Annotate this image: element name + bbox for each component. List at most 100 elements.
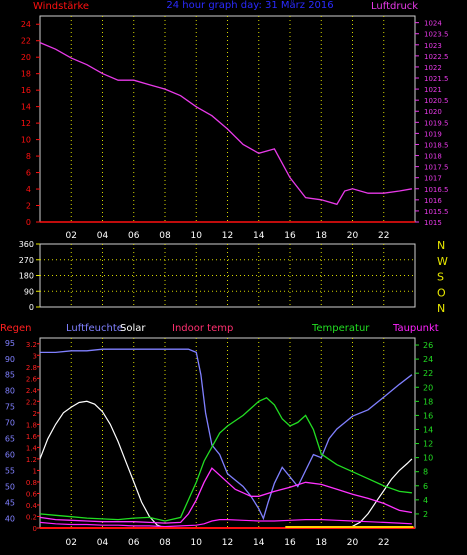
wind-tick-label: 20 <box>21 53 31 62</box>
bottom-panel-x-tick: 16 <box>284 538 296 548</box>
rain-tick-label: 3.2 <box>26 341 37 349</box>
pressure-panel-x-tick: 18 <box>316 231 328 241</box>
temperature-tick-label: 22 <box>423 369 433 378</box>
pressure-tick-label: 1023.5 <box>424 31 449 39</box>
pressure-panel-x-tick: 12 <box>222 231 233 241</box>
humidity-tick-label: 80 <box>5 387 15 396</box>
chart-title: 24 hour graph day: 31 März 2016 <box>166 0 333 11</box>
pressure-tick-label: 1022.5 <box>424 53 449 61</box>
pressure-tick-label: 1018 <box>424 153 442 161</box>
pressure-axis-title: Luftdruck <box>371 1 418 12</box>
pressure-tick-label: 1017 <box>424 175 442 183</box>
rain-tick-label: 1.8 <box>26 421 37 429</box>
wind-tick-label: 12 <box>21 119 31 128</box>
bottom-panel-x-tick: 14 <box>253 538 265 548</box>
legend-rain: Regen <box>0 323 32 334</box>
pressure-tick-label: 1024 <box>424 20 442 28</box>
rain-tick-label: 0.8 <box>26 479 37 487</box>
bottom-panel-x-tick: 10 <box>191 538 203 548</box>
wind-tick-label: 0 <box>26 218 31 227</box>
pressure-panel-x-tick: 14 <box>253 231 265 241</box>
temperature-tick-label: 20 <box>423 383 433 392</box>
temperature-tick-label: 14 <box>423 425 433 434</box>
bottom-panel-x-tick: 20 <box>347 538 359 548</box>
humidity-tick-label: 40 <box>5 514 15 523</box>
rain-tick-label: 0 <box>33 525 37 533</box>
humidity-tick-label: 55 <box>5 467 15 476</box>
direction-compass-label: N <box>437 302 445 315</box>
rain-tick-label: 1.2 <box>26 456 37 464</box>
temperature-tick-label: 6 <box>423 482 428 491</box>
temperature-tick-label: 26 <box>423 341 433 350</box>
humidity-temperature-panel: 02 04 06 08 10 12 14 16 18 20 2200.20.40.60.811.21… <box>5 337 433 548</box>
temperature-tick-label: 16 <box>423 411 433 420</box>
humidity-tick-label: 45 <box>5 498 15 507</box>
legend-temperature: Temperatur <box>311 323 370 334</box>
wind-tick-label: 14 <box>21 103 31 112</box>
rain-tick-label: 1 <box>33 467 37 475</box>
pressure-panel-x-tick: 04 <box>97 231 109 241</box>
direction-tick-label: 360 <box>19 240 34 249</box>
temperature-tick-label: 18 <box>423 397 433 406</box>
direction-tick-label: 90 <box>24 287 34 296</box>
humidity-tick-label: 50 <box>5 482 15 491</box>
pressure-panel-x-tick: 02 <box>66 231 77 241</box>
pressure-tick-label: 1021.5 <box>424 75 449 83</box>
indoor-temp-line <box>39 467 413 524</box>
legend-indoor-temp: Indoor temp <box>172 323 233 334</box>
humidity-tick-label: 70 <box>5 419 15 428</box>
bottom-panel-x-tick: 08 <box>159 538 171 548</box>
rain-tick-label: 2.6 <box>26 375 38 383</box>
solar-line <box>39 400 413 529</box>
pressure-tick-label: 1017.5 <box>424 164 449 172</box>
pressure-tick-label: 1019 <box>424 130 442 138</box>
rain-tick-label: 2.8 <box>26 364 37 372</box>
rain-tick-label: 0.2 <box>26 513 37 521</box>
bottom-panel-x-tick: 02 <box>66 538 77 548</box>
humidity-tick-label: 95 <box>5 339 15 348</box>
temperature-tick-label: 8 <box>423 468 428 477</box>
pressure-panel-x-tick: 10 <box>191 231 203 241</box>
temperature-tick-label: 12 <box>423 440 433 449</box>
direction-tick-label: 180 <box>19 272 34 281</box>
humidity-tick-label: 65 <box>5 435 15 444</box>
temperature-line <box>39 397 412 522</box>
humidity-line <box>40 348 413 521</box>
pressure-panel-x-tick: 20 <box>347 231 359 241</box>
rain-tick-label: 1.4 <box>26 444 38 452</box>
pressure-tick-label: 1015.5 <box>424 208 449 216</box>
pressure-panel-x-tick: 16 <box>284 231 296 241</box>
pressure-tick-label: 1020 <box>424 108 442 116</box>
wind-tick-label: 10 <box>21 136 31 145</box>
direction-compass-label: O <box>437 286 446 299</box>
wind-axis-title: Windstärke <box>33 1 89 12</box>
humidity-tick-label: 60 <box>5 451 15 460</box>
bottom-panel-x-tick: 06 <box>128 538 140 548</box>
direction-compass-label: N <box>437 239 445 252</box>
wind-tick-label: 8 <box>26 152 31 161</box>
pressure-tick-label: 1016.5 <box>424 186 449 194</box>
pressure-panel: 02 04 06 08 10 12 14 16 18 20 22024681012141618202… <box>21 15 449 241</box>
pressure-tick-label: 1016 <box>424 197 442 205</box>
direction-compass-label: S <box>437 271 444 284</box>
pressure-tick-label: 1015 <box>424 219 442 227</box>
pressure-tick-label: 1023 <box>424 42 442 50</box>
legend-solar: Solar <box>120 323 146 334</box>
temperature-tick-label: 24 <box>423 355 433 364</box>
direction-tick-label: 270 <box>19 256 34 265</box>
rain-tick-label: 2.4 <box>26 387 38 395</box>
wind-tick-label: 16 <box>21 86 31 95</box>
wind-tick-label: 2 <box>26 202 31 211</box>
rain-tick-label: 0.4 <box>26 502 38 510</box>
humidity-tick-label: 75 <box>5 403 15 412</box>
pressure-line <box>39 42 413 206</box>
legend-humidity: Luftfeuchte <box>66 323 123 334</box>
pressure-panel-x-tick: 06 <box>128 231 140 241</box>
rain-tick-label: 2.2 <box>26 398 37 406</box>
dewpoint-line <box>39 518 412 528</box>
rain-tick-label: 0.6 <box>26 490 38 498</box>
pressure-tick-label: 1021 <box>424 86 442 94</box>
humidity-tick-label: 90 <box>5 355 15 364</box>
